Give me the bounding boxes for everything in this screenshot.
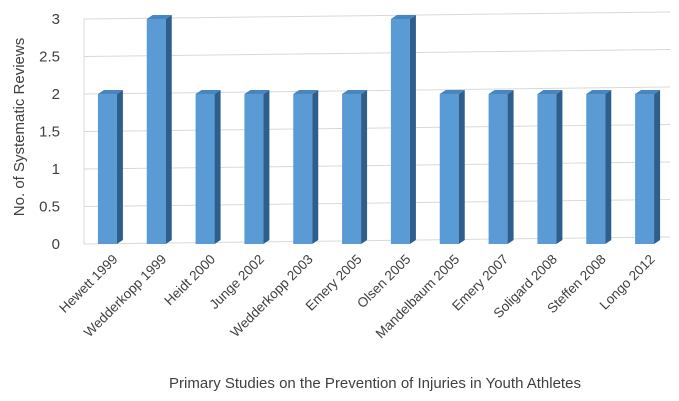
bar-top: [635, 90, 661, 94]
bar-front: [488, 94, 508, 244]
bar-front: [537, 94, 557, 244]
bar: [195, 90, 221, 244]
y-tick-label: 0: [52, 236, 60, 253]
y-axis-title: No. of Systematic Reviews: [11, 38, 28, 216]
bar-side: [605, 90, 612, 244]
bar-side: [116, 90, 123, 244]
bar-top: [390, 15, 416, 19]
bar-side: [263, 90, 270, 244]
bar-top: [439, 90, 465, 94]
bar-front: [97, 94, 117, 244]
bar-side: [312, 90, 319, 244]
y-tick-label: 1.5: [39, 124, 60, 141]
bar-top: [488, 90, 514, 94]
bar-side: [361, 90, 368, 244]
bar-side: [654, 90, 661, 244]
gridline: [83, 86, 671, 95]
bars: [97, 15, 661, 244]
bar: [488, 90, 514, 244]
bar-side: [214, 90, 221, 244]
bar-front: [390, 19, 410, 244]
bar-front: [586, 94, 606, 244]
bar: [342, 90, 368, 244]
bar: [390, 15, 416, 244]
bar-front: [293, 94, 313, 244]
bar-front: [342, 94, 362, 244]
bar-top: [293, 90, 319, 94]
bar-side: [409, 15, 416, 244]
bar: [586, 90, 612, 244]
y-axis-ticks: 0 0.5 1 1.5 2 2.5 3: [39, 11, 60, 253]
bar-top: [586, 90, 612, 94]
gridlines: [83, 11, 671, 245]
x-axis-title: Primary Studies on the Prevention of Inj…: [169, 375, 581, 392]
bar: [146, 15, 172, 244]
bar-front: [439, 94, 459, 244]
y-tick-label: 3: [52, 11, 60, 28]
bar-top: [146, 15, 172, 19]
x-category-label: Wedderkopp 2003: [227, 252, 315, 340]
bar-side: [165, 15, 172, 244]
bar: [97, 90, 123, 244]
bar-side: [556, 90, 563, 244]
bar-side: [458, 90, 465, 244]
gridline: [83, 199, 671, 207]
bar: [635, 90, 661, 244]
bar-front: [635, 94, 655, 244]
bar-top: [342, 90, 368, 94]
y-tick-label: 2: [52, 86, 60, 103]
y-tick-label: 1: [52, 161, 60, 178]
gridline: [83, 11, 671, 20]
bar-side: [507, 90, 514, 244]
bar-top: [537, 90, 563, 94]
x-category-label: Mandelbaum 2005: [373, 252, 463, 342]
gridline: [83, 124, 671, 132]
bar: [439, 90, 465, 244]
bar: [293, 90, 319, 244]
bar-top: [244, 90, 270, 94]
y-tick-label: 0.5: [39, 199, 60, 216]
bar: [244, 90, 270, 244]
bar: [537, 90, 563, 244]
gridline: [83, 161, 671, 170]
bar-top: [97, 90, 123, 94]
bar-front: [146, 19, 166, 244]
y-tick-label: 2.5: [39, 49, 60, 66]
gridline: [83, 49, 671, 57]
bar-front: [195, 94, 215, 244]
gridline: [83, 236, 671, 245]
bar-top: [195, 90, 221, 94]
x-category-label: Wedderkopp 1999: [81, 252, 169, 340]
bar-front: [244, 94, 264, 244]
